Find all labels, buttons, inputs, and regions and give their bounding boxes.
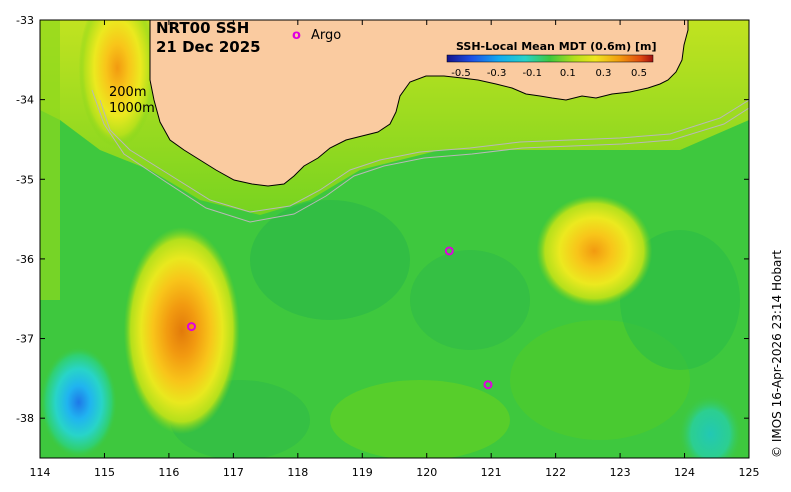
colorbar-tick-label: -0.3 bbox=[487, 68, 507, 79]
credit-text: © IMOS 16-Apr-2026 23:14 Hobart bbox=[770, 250, 784, 458]
title-date: 21 Dec 2025 bbox=[156, 38, 261, 56]
colorbar-tick-label: 0.1 bbox=[560, 68, 576, 79]
y-tick-label: -37 bbox=[16, 333, 34, 346]
eddy-field bbox=[40, 20, 743, 458]
argo-legend-symbol: o bbox=[292, 28, 301, 43]
x-tick-label: 117 bbox=[223, 466, 244, 479]
argo-float-marker[interactable] bbox=[483, 380, 493, 390]
x-tick-label: 123 bbox=[610, 466, 631, 479]
colorbar-tick-label: -0.1 bbox=[522, 68, 542, 79]
argo-float-marker[interactable] bbox=[444, 246, 454, 256]
colorbar-title: SSH-Local Mean MDT (0.6m) [m] bbox=[456, 40, 656, 53]
eddy-warm-strong bbox=[123, 227, 240, 435]
contour-1000m bbox=[91, 89, 749, 223]
x-tick-label: 121 bbox=[481, 466, 502, 479]
x-tick-label: 118 bbox=[287, 466, 308, 479]
x-tick-label: 115 bbox=[94, 466, 115, 479]
eddy-warm-medium bbox=[78, 20, 157, 148]
y-tick-label: -38 bbox=[16, 412, 34, 425]
x-tick-label: 122 bbox=[545, 466, 566, 479]
colorbar-tick-label: 0.3 bbox=[595, 68, 611, 79]
colorbar-tick-label: 0.5 bbox=[631, 68, 647, 79]
x-tick-label: 116 bbox=[158, 466, 179, 479]
x-tick-label: 114 bbox=[30, 466, 51, 479]
colorbar: SSH-Local Mean MDT (0.6m) [m] -0.5 -0.3 -0… bbox=[446, 40, 656, 79]
depth-label-1000m: 1000m bbox=[109, 101, 155, 116]
depth-label-200m: 200m bbox=[109, 85, 146, 100]
colorbar-ticks: -0.5 -0.3 -0.1 0.1 0.3 0.5 bbox=[451, 68, 647, 79]
x-tick-label: 120 bbox=[416, 466, 437, 479]
y-tick-label: -34 bbox=[16, 94, 34, 107]
argo-float-marker[interactable] bbox=[186, 322, 196, 332]
title-product: NRT00 SSH bbox=[156, 19, 249, 37]
eddy-cold bbox=[40, 346, 118, 458]
x-axis: 114 115 116 117 118 119 120 121 122 123 124 125 bbox=[30, 20, 760, 479]
eddy-warm-medium bbox=[536, 195, 653, 307]
x-tick-label: 124 bbox=[674, 466, 695, 479]
argo-floats bbox=[186, 246, 493, 390]
plot-frame bbox=[39, 19, 750, 459]
y-tick-label: -33 bbox=[16, 14, 34, 27]
colorbar-tick-label: -0.5 bbox=[451, 68, 471, 79]
y-tick-label: -35 bbox=[16, 173, 34, 186]
y-axis: -33 -34 -35 -36 -37 -38 bbox=[16, 14, 749, 425]
y-tick-label: -36 bbox=[16, 253, 34, 266]
eddy-cool bbox=[678, 394, 743, 458]
x-tick-label: 125 bbox=[739, 466, 760, 479]
contour-200m bbox=[99, 99, 749, 213]
colorbar-gradient bbox=[446, 54, 654, 63]
plot-area bbox=[40, 20, 749, 458]
x-tick-label: 119 bbox=[352, 466, 373, 479]
argo-legend-label: Argo bbox=[311, 28, 341, 43]
